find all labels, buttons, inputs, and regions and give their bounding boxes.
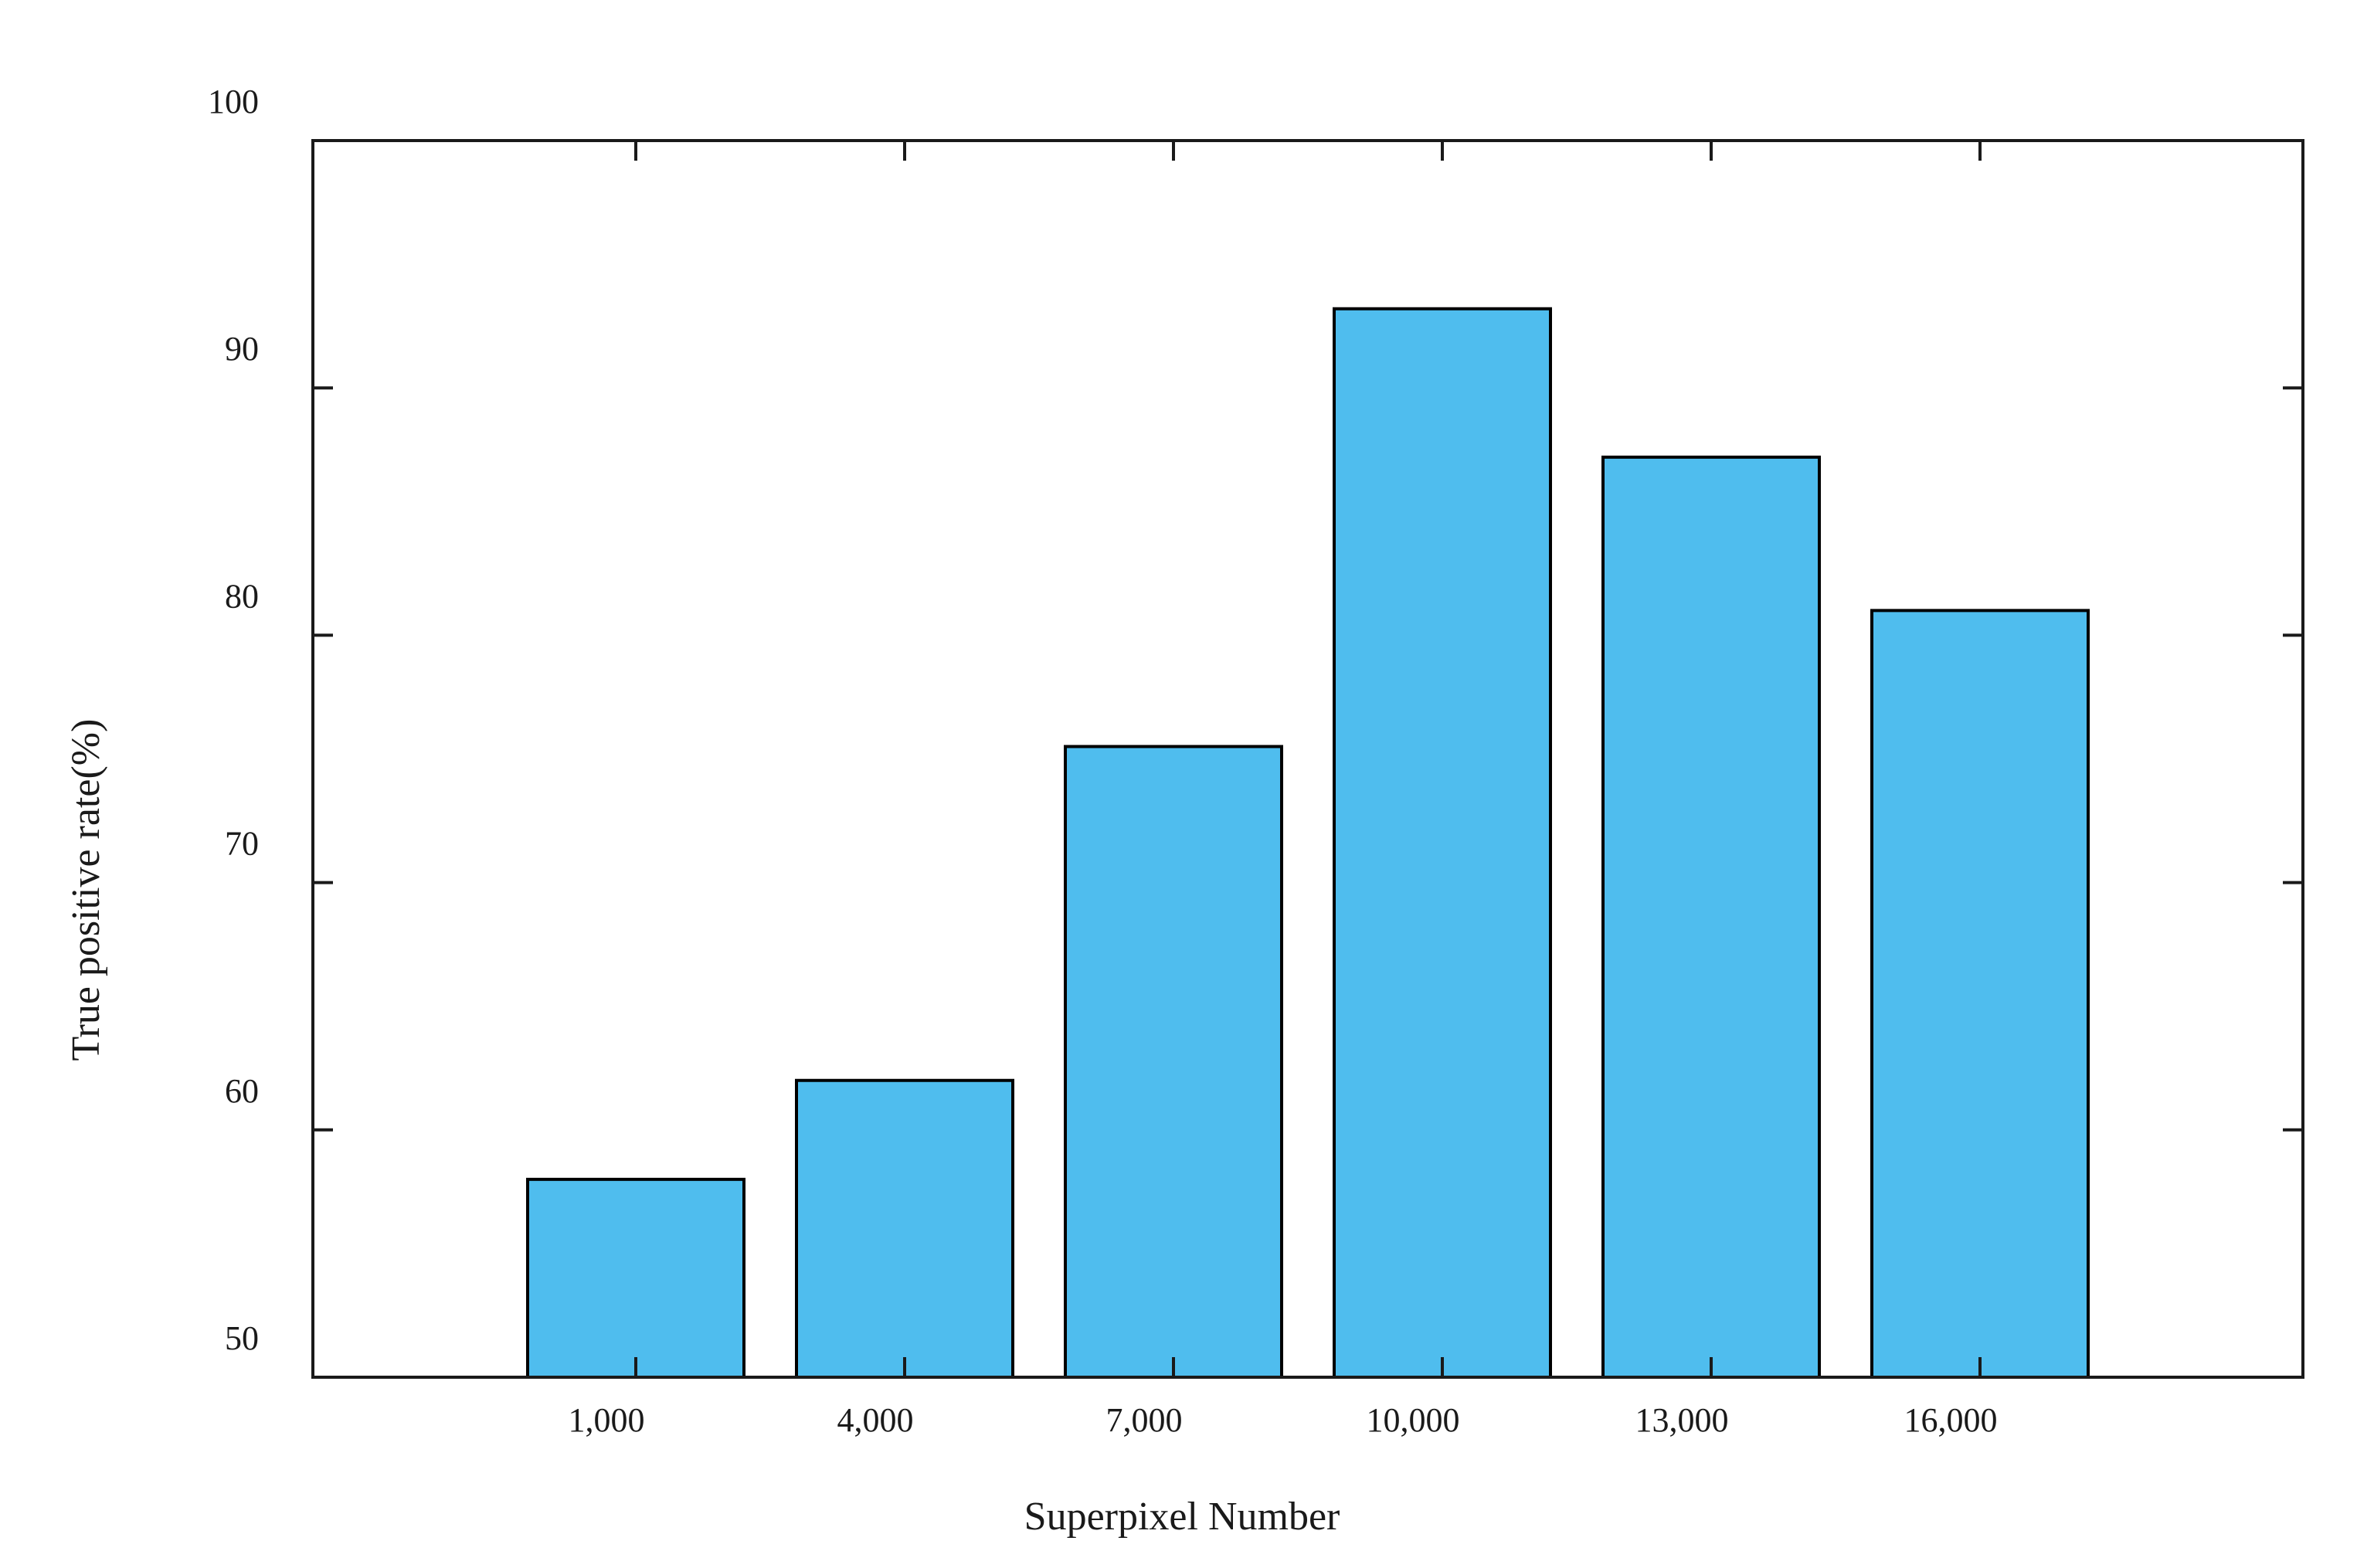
y-tick-label-3: 80: [225, 577, 259, 615]
y-tick-label-5: 100: [208, 83, 259, 120]
x-tick-label-2: 7,000: [1106, 1401, 1183, 1439]
bar-4: [1601, 455, 1821, 1380]
x-tick-labels: 1,000 4,000 7,000 10,000 13,000 16,000: [569, 1401, 1998, 1439]
y-tick-label-2: 70: [225, 825, 259, 863]
x-tick-label-3: 10,000: [1367, 1401, 1460, 1439]
y-tick-label-0: 50: [225, 1319, 259, 1357]
x-tick-label-0: 1,000: [569, 1401, 645, 1439]
bar-0: [526, 1177, 745, 1379]
bar-1: [795, 1078, 1014, 1379]
x-tick-label-4: 13,000: [1635, 1401, 1729, 1439]
bar-2: [1064, 745, 1283, 1379]
y-tick-label-4: 90: [225, 330, 259, 368]
bar-3: [1333, 307, 1552, 1380]
x-tick-label-5: 16,000: [1904, 1401, 1998, 1439]
y-tick-labels: 50 60 70 80 90 100: [208, 83, 259, 1357]
ticks-layer: [313, 141, 2303, 1377]
x-tick-label-1: 4,000: [837, 1401, 914, 1439]
bars-layer: [526, 307, 2090, 1380]
x-axis-label: Superpixel Number: [1024, 1495, 1340, 1539]
y-tick-label-1: 60: [225, 1072, 259, 1110]
plot-frame: [311, 139, 2304, 1379]
bar-5: [1870, 609, 2090, 1379]
y-axis-label: True positive rate(%): [64, 719, 108, 1061]
